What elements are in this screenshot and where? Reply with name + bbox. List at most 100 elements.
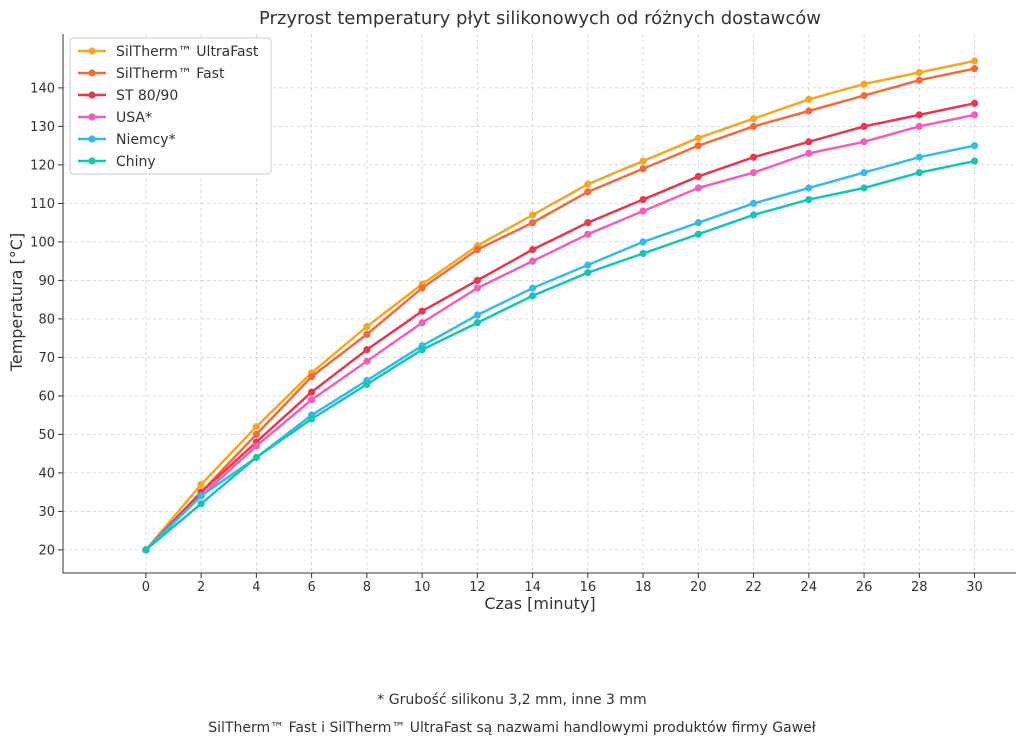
data-point (528, 257, 537, 265)
data-point (473, 319, 481, 327)
data-point (584, 230, 592, 238)
legend-swatch-marker (88, 91, 96, 99)
data-point (418, 346, 426, 354)
data-point (970, 57, 979, 65)
data-point (915, 153, 923, 161)
data-point (694, 142, 702, 150)
data-point (308, 415, 316, 423)
series-group (142, 111, 979, 554)
data-point (528, 219, 537, 227)
data-point (252, 430, 260, 438)
x-axis-title: Czas [minuty] (484, 594, 595, 613)
x-tick-label: 14 (524, 580, 541, 595)
data-point (805, 138, 813, 146)
data-point (197, 492, 205, 500)
data-point (639, 157, 647, 165)
data-point (473, 246, 481, 254)
data-point (252, 442, 260, 450)
data-point (252, 423, 260, 431)
data-point (363, 380, 371, 388)
data-point (639, 238, 647, 246)
data-point (363, 346, 371, 354)
data-point (639, 195, 647, 204)
data-point (308, 388, 316, 396)
data-point (860, 122, 868, 130)
data-point (805, 95, 813, 104)
data-point (915, 68, 923, 77)
data-point (528, 211, 537, 219)
data-point (749, 115, 758, 123)
legend-label: Niemcy* (116, 132, 176, 148)
legend-item: Niemcy* (78, 132, 176, 148)
data-point (694, 134, 702, 142)
data-point (694, 230, 702, 238)
data-point (418, 284, 426, 292)
data-point (528, 292, 537, 300)
series-line (145, 159, 975, 551)
y-tick-label: 40 (38, 466, 55, 481)
y-tick-label: 140 (30, 81, 55, 96)
data-point (418, 319, 426, 327)
y-tick-label: 130 (30, 120, 55, 135)
series-line (144, 113, 975, 551)
data-point (308, 373, 316, 381)
series-line (144, 102, 975, 551)
legend-label: SilTherm™ Fast (116, 66, 225, 82)
x-tick-label: 8 (363, 580, 371, 595)
legend: SilTherm™ UltraFast SilTherm™ Fast ST 80/9… (69, 37, 272, 175)
data-point (860, 169, 868, 177)
data-point (473, 311, 481, 319)
x-tick-label: 26 (856, 580, 873, 595)
data-point (418, 307, 426, 315)
x-tick-label: 22 (745, 580, 762, 595)
y-tick-label: 120 (30, 158, 55, 173)
y-tick-label: 50 (38, 428, 55, 443)
y-tick-label: 100 (30, 235, 55, 250)
data-point (308, 396, 316, 404)
data-point (584, 219, 592, 227)
data-point (749, 169, 758, 177)
legend-swatch-marker (88, 113, 96, 121)
data-point (694, 219, 702, 227)
data-point (363, 330, 371, 338)
data-point (970, 111, 979, 119)
series-group (142, 157, 979, 554)
data-point (197, 480, 205, 489)
data-point (473, 276, 481, 284)
data-point (915, 122, 923, 130)
x-tick-label: 2 (197, 580, 205, 595)
data-point (197, 500, 205, 508)
x-tick-label: 12 (469, 580, 486, 595)
data-point (694, 184, 702, 192)
data-point (970, 142, 979, 150)
legend-item: ST 80/90 (78, 88, 178, 104)
y-tick-label: 110 (30, 197, 55, 212)
x-tick-label: 10 (414, 580, 431, 595)
legend-item: SilTherm™ UltraFast (78, 44, 259, 60)
data-point (694, 172, 702, 181)
data-point (915, 76, 923, 84)
data-point (639, 165, 647, 173)
data-point (252, 453, 260, 462)
data-point (805, 107, 813, 115)
data-point (805, 184, 813, 192)
legend-swatch-marker (88, 157, 96, 165)
x-tick-label: 16 (580, 580, 597, 595)
data-point (805, 149, 813, 157)
legend-label: ST 80/90 (116, 88, 178, 104)
y-tick-label: 70 (38, 351, 55, 366)
series-line (144, 67, 975, 551)
data-point (749, 153, 758, 161)
x-tick-label: 24 (801, 580, 818, 595)
data-point (860, 80, 868, 88)
legend-label: Chiny (116, 154, 156, 170)
data-point (584, 261, 592, 269)
x-tick-label: 0 (142, 580, 150, 595)
chart-title: Przyrost temperatury płyt silikonowych o… (259, 8, 821, 29)
data-point (749, 199, 758, 207)
x-tick-label: 18 (635, 580, 652, 595)
data-point (584, 269, 592, 277)
data-point (584, 180, 592, 188)
data-point (528, 246, 537, 254)
